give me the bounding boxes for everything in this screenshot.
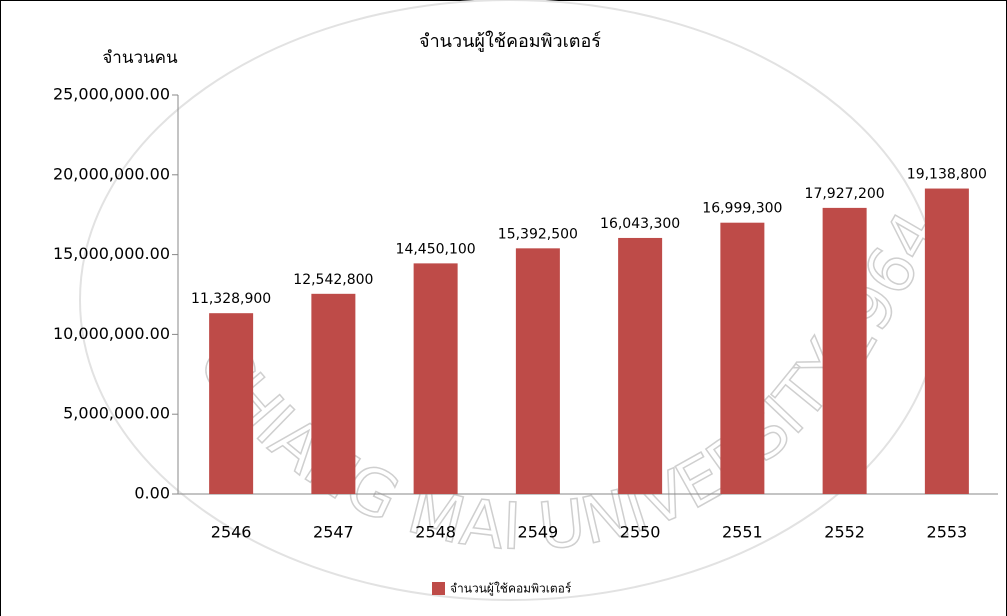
x-tick-label: 2548 <box>415 523 456 542</box>
y-tick-label: 0.00 <box>134 484 170 503</box>
x-tick-label: 2552 <box>824 523 865 542</box>
bar <box>209 313 253 494</box>
bar <box>516 248 560 494</box>
legend-swatch <box>432 582 445 595</box>
value-label: 19,138,800 <box>907 167 987 183</box>
chart-title: จำนวนผู้ใช้คอมพิวเตอร์ <box>419 30 601 52</box>
value-label: 17,927,200 <box>805 186 885 202</box>
bar <box>823 208 867 494</box>
bar <box>720 223 764 494</box>
chart: CHIANG MAI UNIVERSITY 1964 จำนวนผู้ใช้คอ… <box>0 0 1007 616</box>
value-label: 16,043,300 <box>600 216 680 232</box>
bar <box>618 238 662 494</box>
y-tick-label: 20,000,000.00 <box>53 164 170 183</box>
x-tick-label: 2549 <box>518 523 559 542</box>
y-axis-label: จำนวนคน <box>102 48 178 68</box>
x-tick-label: 2546 <box>211 523 252 542</box>
value-label: 16,999,300 <box>702 201 782 217</box>
value-label: 12,542,800 <box>293 272 373 288</box>
bar <box>925 189 969 494</box>
y-tick-label: 25,000,000.00 <box>53 85 170 104</box>
y-tick-label: 5,000,000.00 <box>63 404 170 423</box>
y-tick-label: 10,000,000.00 <box>53 324 170 343</box>
legend-label: จำนวนผู้ใช้คอมพิวเตอร์ <box>450 582 572 597</box>
value-label: 11,328,900 <box>191 291 271 307</box>
bar <box>414 263 458 494</box>
x-tick-label: 2551 <box>722 523 763 542</box>
value-label: 14,450,100 <box>396 241 476 257</box>
x-tick-label: 2550 <box>620 523 661 542</box>
x-tick-label: 2553 <box>927 523 968 542</box>
value-label: 15,392,500 <box>498 226 578 242</box>
y-tick-label: 15,000,000.00 <box>53 244 170 263</box>
bar <box>311 294 355 494</box>
x-tick-label: 2547 <box>313 523 354 542</box>
